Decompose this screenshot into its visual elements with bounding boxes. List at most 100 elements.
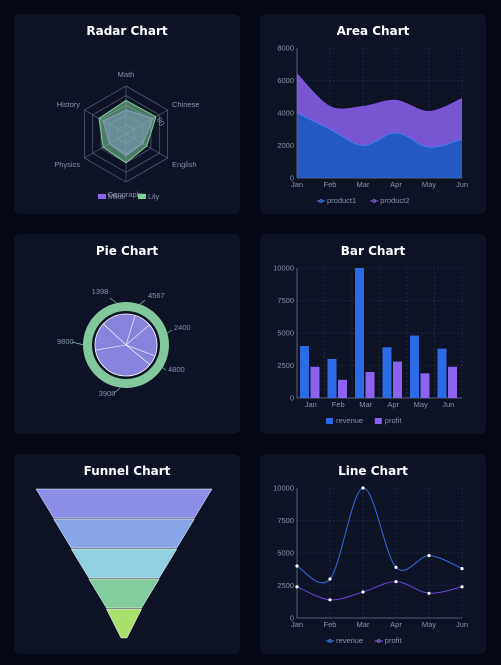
line-point-profit [328,598,332,602]
area-xtick: Feb [324,180,337,189]
line-ytick: 2500 [277,581,294,590]
funnel-chart [35,488,213,639]
bar-ytick: 0 [290,394,294,403]
line-point-profit [394,580,398,584]
bar-xtick: Feb [332,400,345,409]
bar-legend-swatch [374,418,382,424]
area-legend-label: product2 [380,196,409,205]
pie-slice-divider [125,344,156,357]
bar-revenue [437,348,447,398]
pie-label: 4567 [148,291,165,300]
bar-revenue [382,347,392,398]
area-ytick: 4000 [277,109,294,118]
bar-ytick: 5000 [277,329,294,338]
line-point-profit [427,591,431,595]
line-ytick: 7500 [277,516,294,525]
pie-label-line [165,329,173,335]
funnel-stage [105,608,143,639]
bar-profit [393,361,402,398]
radar-series-lily [98,99,157,164]
radar-axis-label: Physics [54,160,80,169]
funnel-stage [53,518,195,549]
pie-chart: 1398 4567 2400 4800 3908 9800 [57,287,191,398]
area-ytick: 6000 [277,76,294,85]
pie-slice-divider [95,344,127,351]
bar-revenue [355,268,364,398]
line-ytick: 10000 [273,484,294,493]
radar-legend-swatch [98,194,106,199]
radar-legend-swatch [138,194,146,199]
area-xtick: Jan [291,180,303,189]
line-card: Line Chart 0 2500 5000 7500 10000 Jan Feb Mar Ap… [260,454,486,654]
pie-label-line [158,364,167,371]
bar-profit [420,373,430,398]
pie-title: Pie Chart [95,244,159,258]
line-point-profit [460,585,464,589]
pie-label: 2400 [174,323,191,332]
area-legend-marker [319,199,323,203]
area-ytick: 0 [290,174,294,183]
bar-chart: 0 2500 5000 7500 10000 Jan Feb Mar Apr May Jun reve… [273,264,463,425]
funnel-stage [35,488,213,519]
pie-label: 3908 [99,389,116,398]
bar-ytick: 2500 [277,361,294,370]
pie-slice-divider [103,323,127,346]
radar-axis-label: Chinese [172,100,200,109]
line-point-profit [295,585,299,589]
area-xtick: Jun [456,180,468,189]
pie-label-line [71,341,85,346]
bar-ytick: 10000 [273,264,294,273]
pie-card: Pie Chart 1398 4567 2400 4800 3908 9800 [14,234,240,434]
area-line-product2 [296,73,463,113]
bar-card: Bar Chart 0 2500 5000 7500 10000 Jan Feb Mar Apr… [260,234,486,434]
line-title: Line Chart [338,464,408,478]
radar-axis-label: English [172,160,197,169]
line-ytick: 0 [290,614,294,623]
radar-axis-label: Geography [107,190,144,199]
pie-slice-divider [125,324,150,346]
line-legend-marker [376,639,381,643]
pie-label-line [137,299,146,307]
line-xtick: Jun [456,620,468,629]
area-xtick: Mar [357,180,370,189]
funnel-card: Funnel Chart [14,454,240,654]
line-series-profit [296,581,463,601]
pie-label-line [113,387,121,394]
bar-revenue [300,346,309,398]
area-legend-marker [372,199,377,203]
line-xtick: May [422,620,436,629]
bar-ytick: 7500 [277,296,294,305]
line-xtick: Jan [291,620,303,629]
pie-label: 9800 [57,337,74,346]
area-title: Area Chart [336,24,410,38]
bar-xtick: Apr [387,400,399,409]
bar-legend-label: profit [385,416,403,425]
funnel-stage [70,548,178,579]
bar-xtick: May [414,400,428,409]
line-series-revenue [296,487,463,584]
bar-revenue [410,335,419,398]
line-chart: 0 2500 5000 7500 10000 Jan Feb Mar Apr May Jun reve… [273,484,468,646]
radar-chart: Math Chinese English Geography Physics Histor… [54,70,200,201]
funnel-title: Funnel Chart [83,464,171,478]
area-ytick: 2000 [277,141,294,150]
line-point-revenue [427,554,431,558]
pie-label-line [109,297,119,305]
line-xtick: Mar [357,620,370,629]
line-point-profit [361,590,365,594]
radar-legend-label: Lily [148,192,160,201]
bar-profit [310,366,320,398]
radar-axis-label: Math [118,70,135,79]
radar-tick-label: 80 [155,116,167,128]
radar-axis-label: History [57,100,81,109]
pie-slice-divider [125,315,136,346]
radar-legend-label: Mike [108,192,124,201]
bar-title: Bar Chart [340,244,406,258]
area-line-product1 [296,112,463,148]
bar-revenue [327,359,337,398]
bar-profit [448,366,457,398]
bar-legend-label: revenue [336,416,363,425]
area-card: Area Chart 0 2000 4000 6000 8000 Jan Feb Mar Apr… [260,14,486,214]
pie-slice-divider [125,344,151,365]
area-series-product2 [297,74,462,148]
